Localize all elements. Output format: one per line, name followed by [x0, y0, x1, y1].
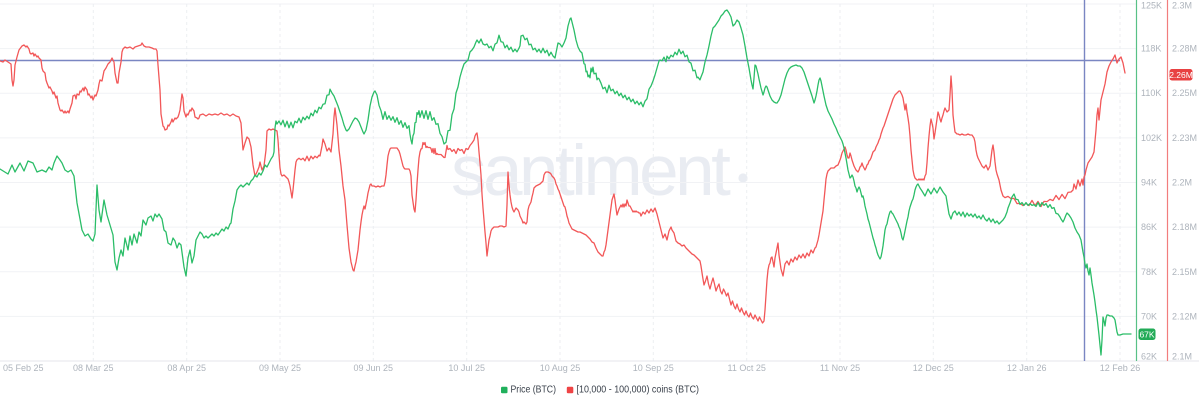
svg-text:10 Sep 25: 10 Sep 25: [633, 363, 674, 373]
svg-text:2.25M: 2.25M: [1172, 88, 1197, 98]
svg-text:12 Feb 26: 12 Feb 26: [1100, 363, 1141, 373]
svg-text:67K: 67K: [1139, 330, 1154, 340]
svg-text:94K: 94K: [1141, 178, 1157, 188]
svg-text:08 Mar 25: 08 Mar 25: [73, 363, 114, 373]
svg-text:11 Nov 25: 11 Nov 25: [820, 363, 860, 373]
svg-text:86K: 86K: [1141, 222, 1157, 232]
svg-text:santiment: santiment: [451, 132, 731, 211]
svg-text:70K: 70K: [1141, 311, 1157, 321]
svg-text:09 May 25: 09 May 25: [259, 363, 301, 373]
svg-text:2.3M: 2.3M: [1172, 1, 1192, 11]
svg-text:10 Aug 25: 10 Aug 25: [540, 363, 581, 373]
svg-text:10 Jul 25: 10 Jul 25: [448, 363, 485, 373]
svg-text:Price (BTC): Price (BTC): [511, 384, 557, 396]
svg-text:110K: 110K: [1141, 88, 1161, 98]
svg-text:12 Dec 25: 12 Dec 25: [913, 363, 954, 373]
svg-text:102K: 102K: [1141, 133, 1162, 143]
svg-text:62K: 62K: [1141, 352, 1157, 362]
svg-text:2.18M: 2.18M: [1172, 222, 1197, 232]
svg-text:125K: 125K: [1141, 1, 1162, 11]
svg-text:05 Feb 25: 05 Feb 25: [3, 363, 44, 373]
svg-text:2.12M: 2.12M: [1172, 311, 1197, 321]
svg-text:[10,000 - 100,000) coins (BTC): [10,000 - 100,000) coins (BTC): [577, 384, 700, 396]
svg-text:118K: 118K: [1141, 44, 1161, 54]
svg-text:2.26M: 2.26M: [1169, 70, 1193, 80]
svg-text:2.15M: 2.15M: [1172, 267, 1197, 277]
svg-text:78K: 78K: [1141, 267, 1157, 277]
svg-text:12 Jan 26: 12 Jan 26: [1007, 363, 1047, 373]
svg-text:2.28M: 2.28M: [1172, 44, 1197, 54]
svg-text:08 Apr 25: 08 Apr 25: [167, 363, 206, 373]
svg-text:2.2M: 2.2M: [1172, 178, 1192, 188]
svg-text:09 Jun 25: 09 Jun 25: [354, 363, 394, 373]
svg-text:2.1M: 2.1M: [1172, 352, 1192, 362]
svg-text:11 Oct 25: 11 Oct 25: [728, 363, 766, 373]
svg-text:2.23M: 2.23M: [1172, 133, 1197, 143]
